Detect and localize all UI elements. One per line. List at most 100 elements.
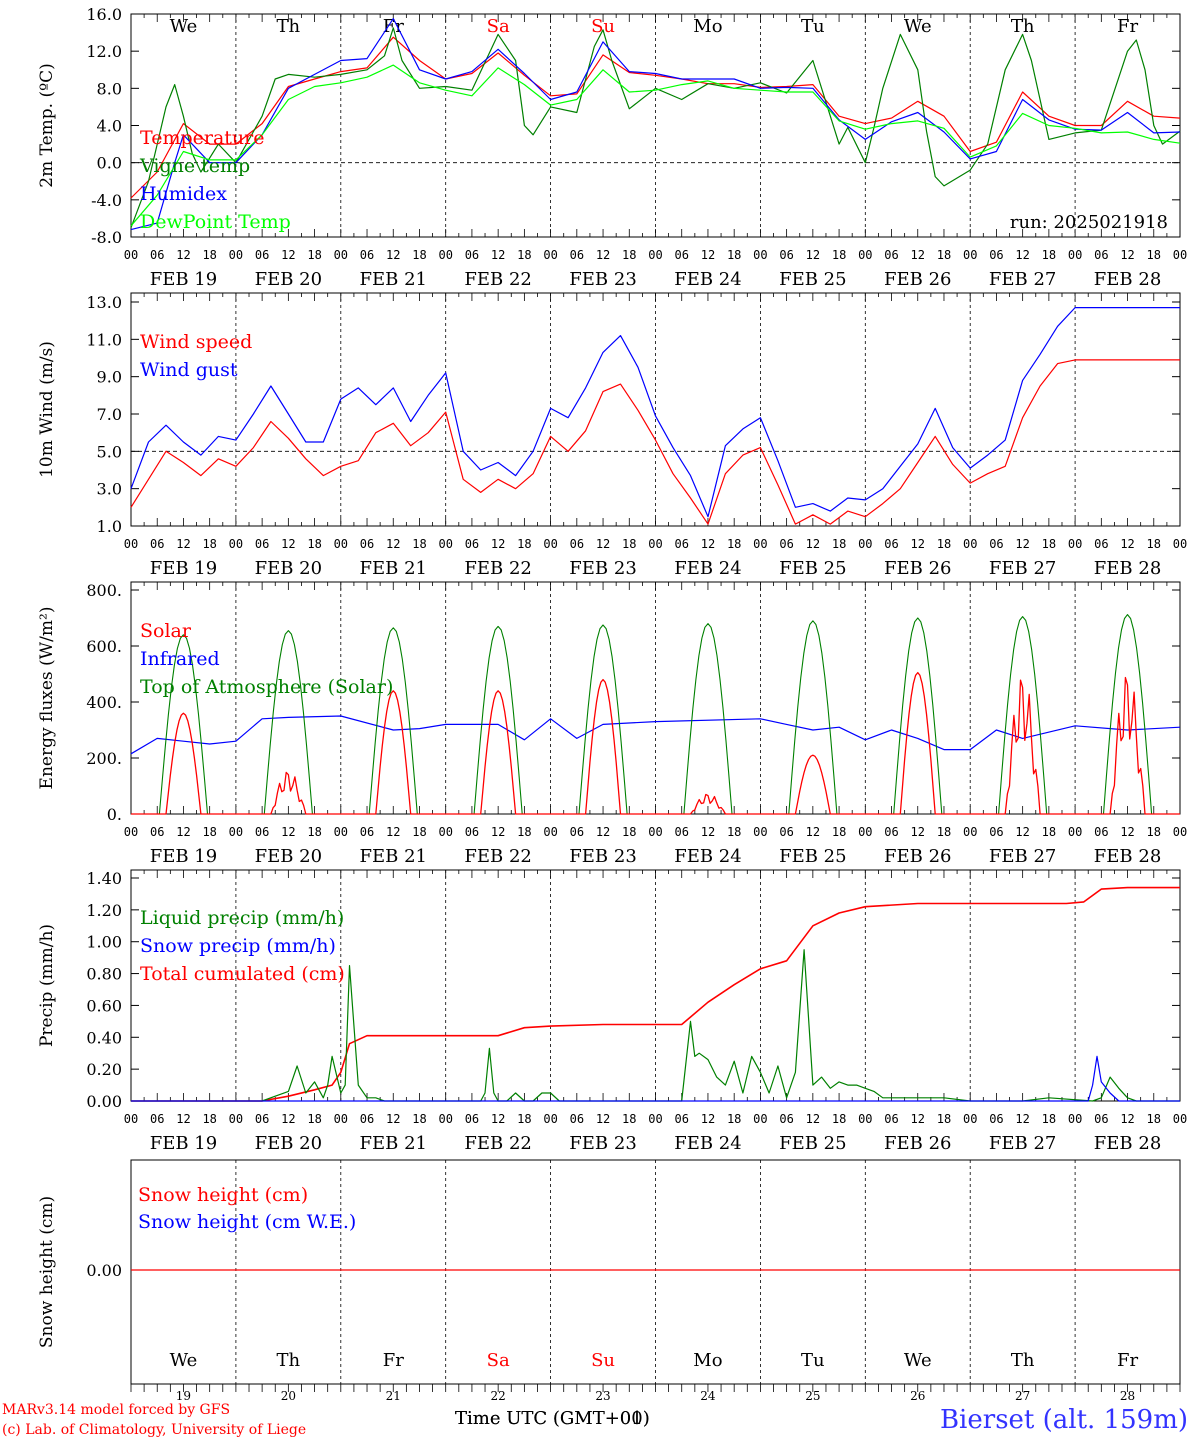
weekday-label: We bbox=[904, 1350, 932, 1371]
panel-2: 13.0 11.0 9.0 7.0 5.0 3.0 1.0 10m Wind (m/s) 00 0… bbox=[37, 292, 1187, 579]
hour-tick-label: 18 bbox=[1042, 825, 1056, 839]
hour-tick-label: 00 bbox=[858, 825, 872, 839]
hour-tick-label: 18 bbox=[307, 825, 321, 839]
hour-tick-label: 12 bbox=[176, 248, 190, 262]
series-line-humidex bbox=[130, 18, 1181, 231]
hour-tick-label: 12 bbox=[1015, 1112, 1029, 1126]
series-line-top-of-atmosphere-solar bbox=[445, 625, 551, 815]
date-label: FEB 27 bbox=[989, 846, 1056, 867]
hour-tick-label: 06 bbox=[255, 248, 269, 262]
hour-tick-label: 18 bbox=[307, 248, 321, 262]
hour-tick-label: 00 bbox=[334, 537, 348, 551]
weekday-label: Mo bbox=[693, 1350, 722, 1371]
hour-tick-label: 12 bbox=[386, 248, 400, 262]
hour-tick-label: 06 bbox=[360, 1112, 374, 1126]
hour-tick-label: 18 bbox=[727, 537, 741, 551]
hour-tick-label: 06 bbox=[465, 537, 479, 551]
hour-tick-label: 06 bbox=[360, 537, 374, 551]
series-line-solar bbox=[445, 690, 551, 815]
weekday-label: Sa bbox=[487, 1350, 510, 1371]
hour-tick-label: 18 bbox=[937, 1112, 951, 1126]
legend-item: Infrared bbox=[140, 648, 220, 670]
hour-tick-label: 12 bbox=[491, 537, 505, 551]
y-tick-label: 400. bbox=[86, 693, 122, 712]
series-line-top-of-atmosphere-solar bbox=[235, 630, 341, 815]
day-number-label: 21 bbox=[386, 1389, 401, 1403]
hour-tick-label: 00 bbox=[543, 1112, 557, 1126]
hour-tick-label: 00 bbox=[438, 1112, 452, 1126]
hour-tick-label: 18 bbox=[1147, 1112, 1161, 1126]
hour-tick-label: 12 bbox=[1015, 825, 1029, 839]
day-number-label: 23 bbox=[595, 1389, 610, 1403]
hour-tick-label: 18 bbox=[202, 248, 216, 262]
legend-item: Vigne temp bbox=[139, 155, 250, 177]
series-line-solar bbox=[760, 754, 866, 815]
station-name: Bierset (alt. 159m) bbox=[940, 1405, 1188, 1435]
hour-tick-label: 06 bbox=[884, 248, 898, 262]
hour-tick-label: 18 bbox=[202, 537, 216, 551]
date-label: FEB 25 bbox=[779, 269, 846, 290]
day-number-label: 20 bbox=[281, 1389, 296, 1403]
hour-tick-label: 06 bbox=[150, 248, 164, 262]
series-line-top-of-atmosphere-solar bbox=[550, 624, 656, 815]
weekday-label: Su bbox=[591, 16, 615, 37]
hour-tick-label: 12 bbox=[1120, 825, 1134, 839]
series-line-total-cumulated-cm- bbox=[131, 886, 1180, 1102]
hour-tick-label: 00 bbox=[543, 537, 557, 551]
plot-frame bbox=[130, 13, 1181, 238]
weekday-label: Fr bbox=[383, 16, 404, 37]
y-tick-label: 0.00 bbox=[86, 1261, 122, 1280]
hour-tick-label: 18 bbox=[412, 248, 426, 262]
hour-tick-label: 12 bbox=[911, 825, 925, 839]
hour-tick-label: 00 bbox=[229, 537, 243, 551]
hour-tick-label: 00 bbox=[1173, 1112, 1187, 1126]
y-tick-label: 0.0 bbox=[97, 154, 122, 173]
hour-tick-label: 06 bbox=[465, 825, 479, 839]
hour-tick-label: 06 bbox=[779, 1112, 793, 1126]
legend-item: Wind speed bbox=[140, 331, 252, 353]
hour-tick-label: 06 bbox=[360, 825, 374, 839]
y-tick-label: 5.0 bbox=[97, 442, 122, 461]
hour-tick-label: 12 bbox=[1015, 537, 1029, 551]
y-tick-label: 16.0 bbox=[86, 5, 122, 24]
hour-tick-label: 00 bbox=[963, 1112, 977, 1126]
hour-tick-label: 00 bbox=[1173, 537, 1187, 551]
date-label: FEB 25 bbox=[779, 846, 846, 867]
hour-tick-label: 00 bbox=[334, 825, 348, 839]
legend-item: Total cumulated (cm) bbox=[140, 963, 345, 985]
y-tick-label: 7.0 bbox=[97, 405, 122, 424]
x-axis-title: Time UTC (GMT+00) bbox=[455, 1408, 650, 1429]
date-label: FEB 20 bbox=[255, 269, 322, 290]
series-line-solar bbox=[655, 793, 761, 815]
y-axis-label: 2m Temp. (ºC) bbox=[37, 63, 57, 188]
series-line-liquid-precip-mm-h- bbox=[131, 949, 1180, 1102]
legend-item: DewPoint Temp bbox=[140, 211, 291, 233]
hour-tick-label: 12 bbox=[281, 248, 295, 262]
legend-item: Snow height (cm W.E.) bbox=[138, 1211, 356, 1233]
date-label: FEB 28 bbox=[1094, 269, 1161, 290]
hour-tick-label: 12 bbox=[911, 248, 925, 262]
hour-tick-label: 00 bbox=[124, 1112, 138, 1126]
hour-tick-label: 06 bbox=[1094, 248, 1108, 262]
hour-tick-label: 00 bbox=[753, 248, 767, 262]
weekday-label: Fr bbox=[1117, 1350, 1138, 1371]
hour-tick-label: 06 bbox=[150, 825, 164, 839]
hour-tick-label: 18 bbox=[1042, 248, 1056, 262]
legend-item: Liquid precip (mm/h) bbox=[140, 907, 344, 929]
series-line-top-of-atmosphere-solar bbox=[131, 634, 236, 815]
legend-item: Wind gust bbox=[140, 359, 238, 381]
day-number-label: 22 bbox=[491, 1389, 506, 1403]
hour-tick-label: 18 bbox=[1147, 537, 1161, 551]
y-tick-label: 1.20 bbox=[86, 901, 122, 920]
hour-tick-label: 06 bbox=[674, 825, 688, 839]
series-line-top-of-atmosphere-solar bbox=[865, 617, 971, 815]
legend-item: Top of Atmosphere (Solar) bbox=[140, 676, 393, 698]
hour-tick-label: 06 bbox=[360, 248, 374, 262]
panel-3: 800. 600. 400. 200. 0. Energy fluxes (W/m²) 00… bbox=[37, 581, 1187, 867]
weekday-label: We bbox=[170, 1350, 198, 1371]
hour-tick-label: 18 bbox=[202, 825, 216, 839]
y-tick-label: 0.00 bbox=[86, 1092, 122, 1111]
hour-tick-label: 12 bbox=[806, 537, 820, 551]
series-line-snow-precip-mm-h- bbox=[131, 1055, 1180, 1102]
